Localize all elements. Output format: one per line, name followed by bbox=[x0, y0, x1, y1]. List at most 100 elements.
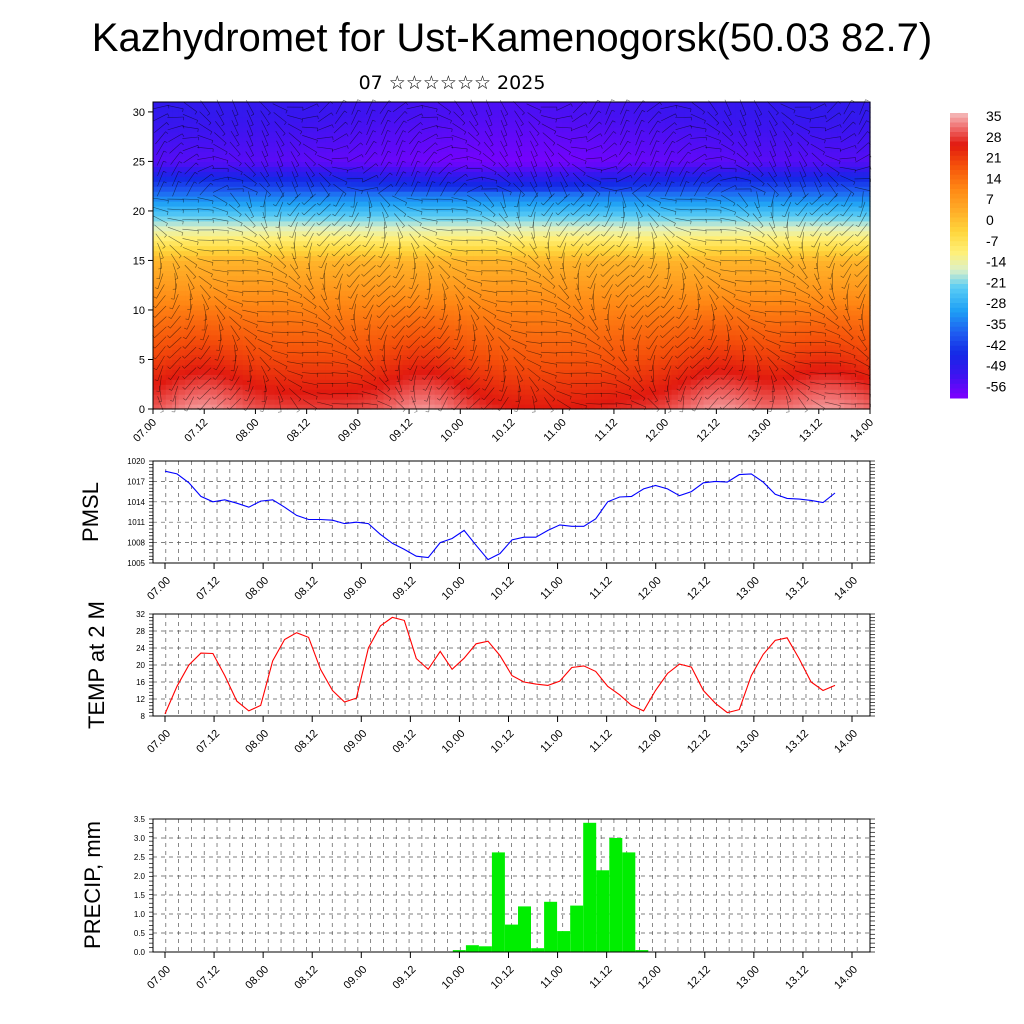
heatmap-cell bbox=[588, 181, 596, 187]
heatmap-cell bbox=[229, 156, 237, 163]
heatmap-cell bbox=[517, 309, 525, 316]
heatmap-cell bbox=[364, 270, 372, 276]
heatmap-cell bbox=[153, 404, 160, 410]
heatmap-cell bbox=[274, 205, 282, 212]
heatmap-cell bbox=[537, 245, 545, 252]
heatmap-cell bbox=[479, 374, 487, 380]
heatmap-cell bbox=[165, 181, 173, 187]
heatmap-cell bbox=[421, 314, 429, 321]
heatmap-cell bbox=[172, 136, 180, 143]
heatmap-cell bbox=[319, 102, 327, 108]
heatmap-cell bbox=[492, 235, 500, 242]
heatmap-cell bbox=[236, 404, 244, 410]
heatmap-cell bbox=[601, 215, 609, 222]
heatmap-cell bbox=[178, 141, 186, 148]
heatmap-cell bbox=[569, 319, 577, 326]
heatmap-cell bbox=[172, 295, 180, 301]
heatmap-cell bbox=[556, 146, 564, 153]
heatmap-cell bbox=[549, 171, 557, 177]
heatmap-cell bbox=[658, 374, 666, 380]
heatmap-cell bbox=[255, 196, 263, 202]
heatmap-cell bbox=[626, 285, 634, 291]
heatmap-cell bbox=[217, 181, 225, 187]
heatmap-cell bbox=[191, 121, 199, 128]
heatmap-cell bbox=[460, 324, 468, 331]
heatmap-cell bbox=[652, 255, 660, 262]
heatmap-cell bbox=[594, 136, 602, 143]
heatmap-cell bbox=[556, 250, 564, 257]
heatmap-cell bbox=[153, 334, 160, 341]
heatmap-cell bbox=[306, 151, 314, 158]
heatmap-cell bbox=[197, 181, 205, 187]
heatmap-cell bbox=[575, 344, 583, 351]
heatmap-cell bbox=[178, 280, 186, 286]
heatmap-cell bbox=[287, 181, 295, 187]
heatmap-cell bbox=[485, 151, 493, 158]
heatmap-cell bbox=[594, 126, 602, 133]
heatmap-cell bbox=[377, 275, 385, 281]
heatmap-cell bbox=[485, 126, 493, 133]
heatmap-cell bbox=[620, 171, 628, 177]
heatmap-cell bbox=[530, 305, 538, 311]
heatmap-cell bbox=[517, 280, 525, 286]
heatmap-cell bbox=[658, 181, 666, 187]
heatmap-cell bbox=[415, 141, 423, 148]
heatmap-cell bbox=[191, 151, 199, 158]
heatmap-cell bbox=[652, 384, 660, 390]
heatmap-cell bbox=[306, 314, 314, 321]
heatmap-cell bbox=[370, 305, 378, 311]
heatmap-cell bbox=[428, 290, 436, 296]
heatmap-cell bbox=[159, 329, 167, 336]
heatmap-cell bbox=[447, 116, 455, 123]
heatmap-cell bbox=[402, 329, 410, 336]
heatmap-cell bbox=[229, 295, 237, 301]
heatmap-cell bbox=[165, 235, 173, 242]
heatmap-cell bbox=[319, 136, 327, 143]
heatmap-cell bbox=[287, 394, 295, 400]
heatmap-cell bbox=[377, 354, 385, 361]
heatmap-cell bbox=[287, 374, 295, 380]
heatmap-cell bbox=[217, 374, 225, 380]
heatmap-cell bbox=[485, 121, 493, 128]
heatmap-cell bbox=[364, 215, 372, 222]
heatmap-cell bbox=[165, 245, 173, 252]
heatmap-cell bbox=[607, 329, 615, 336]
heatmap-cell bbox=[460, 329, 468, 336]
heatmap-cell bbox=[325, 270, 333, 276]
heatmap-cell bbox=[421, 111, 429, 118]
heatmap-cell bbox=[473, 339, 481, 346]
heatmap-cell bbox=[178, 210, 186, 217]
heatmap-cell bbox=[338, 255, 346, 262]
heatmap-cell bbox=[421, 404, 429, 410]
heatmap-cell bbox=[665, 354, 673, 361]
heatmap-cell bbox=[204, 265, 212, 271]
heatmap-cell bbox=[479, 191, 487, 197]
heatmap-cell bbox=[511, 334, 519, 341]
heatmap-cell bbox=[377, 116, 385, 123]
heatmap-cell bbox=[607, 171, 615, 177]
heatmap-cell bbox=[319, 181, 327, 187]
heatmap-cell bbox=[588, 305, 596, 311]
heatmap-cell bbox=[383, 205, 391, 212]
heatmap-cell bbox=[293, 186, 301, 192]
heatmap-cell bbox=[556, 255, 564, 262]
heatmap-cell bbox=[633, 344, 641, 351]
heatmap-cell bbox=[415, 339, 423, 346]
heatmap-cell bbox=[517, 354, 525, 361]
heatmap-cell bbox=[261, 191, 269, 197]
heatmap-cell bbox=[511, 230, 519, 237]
heatmap-cell bbox=[441, 215, 449, 222]
heatmap-cell bbox=[332, 374, 340, 380]
heatmap-cell bbox=[300, 235, 308, 242]
heatmap-cell bbox=[428, 324, 436, 331]
heatmap-cell bbox=[281, 339, 289, 346]
heatmap-cell bbox=[300, 196, 308, 202]
heatmap-cell bbox=[460, 176, 468, 182]
heatmap-cell bbox=[178, 131, 186, 138]
heatmap-cell bbox=[396, 384, 404, 390]
heatmap-cell bbox=[594, 329, 602, 336]
heatmap-cell bbox=[434, 359, 442, 366]
heatmap-cell bbox=[217, 384, 225, 390]
heatmap-cell bbox=[485, 314, 493, 321]
heatmap-cell bbox=[159, 166, 167, 172]
